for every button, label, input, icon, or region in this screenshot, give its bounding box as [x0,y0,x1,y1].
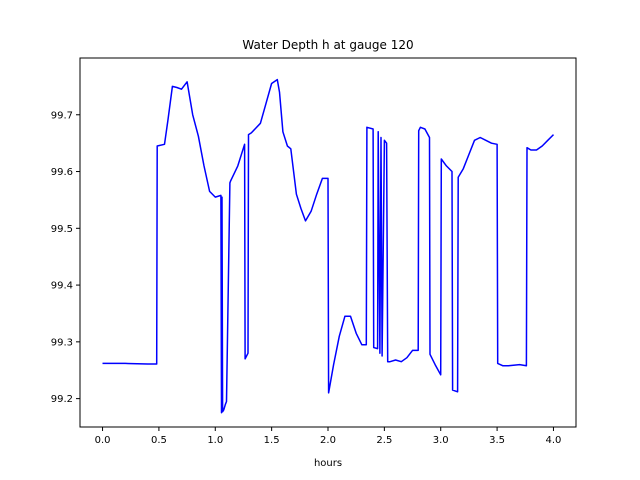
series-line-0 [102,78,555,414]
x-tick-label: 4.0 [546,435,562,446]
x-tick-label: 2.5 [376,435,392,446]
plot-frame [79,57,577,428]
x-tick-label: 0.5 [151,435,167,446]
y-tick-label: 99.3 [51,337,73,348]
x-tick-label: 1.5 [264,435,280,446]
x-axis-label: hours [314,458,342,469]
y-axis-ticks: 99.2 99.3 99.4 99.5 99.6 99.7 [51,110,80,405]
x-tick-label: 3.5 [489,435,505,446]
x-tick-label: 2.0 [320,435,336,446]
chart-title: Water Depth h at gauge 120 [242,38,413,52]
x-tick-label: 1.0 [207,435,223,446]
y-tick-label: 99.5 [51,224,73,235]
y-tick-label: 99.6 [51,167,73,178]
y-tick-label: 99.7 [51,110,73,121]
y-tick-label: 99.4 [51,281,73,292]
plot-area [102,78,555,414]
y-tick-label: 99.2 [51,394,73,405]
x-tick-label: 0.0 [95,435,111,446]
x-axis-ticks: 0.0 0.5 1.0 1.5 2.0 2.5 3.0 3.5 4.0 [95,427,562,446]
x-tick-label: 3.0 [433,435,449,446]
